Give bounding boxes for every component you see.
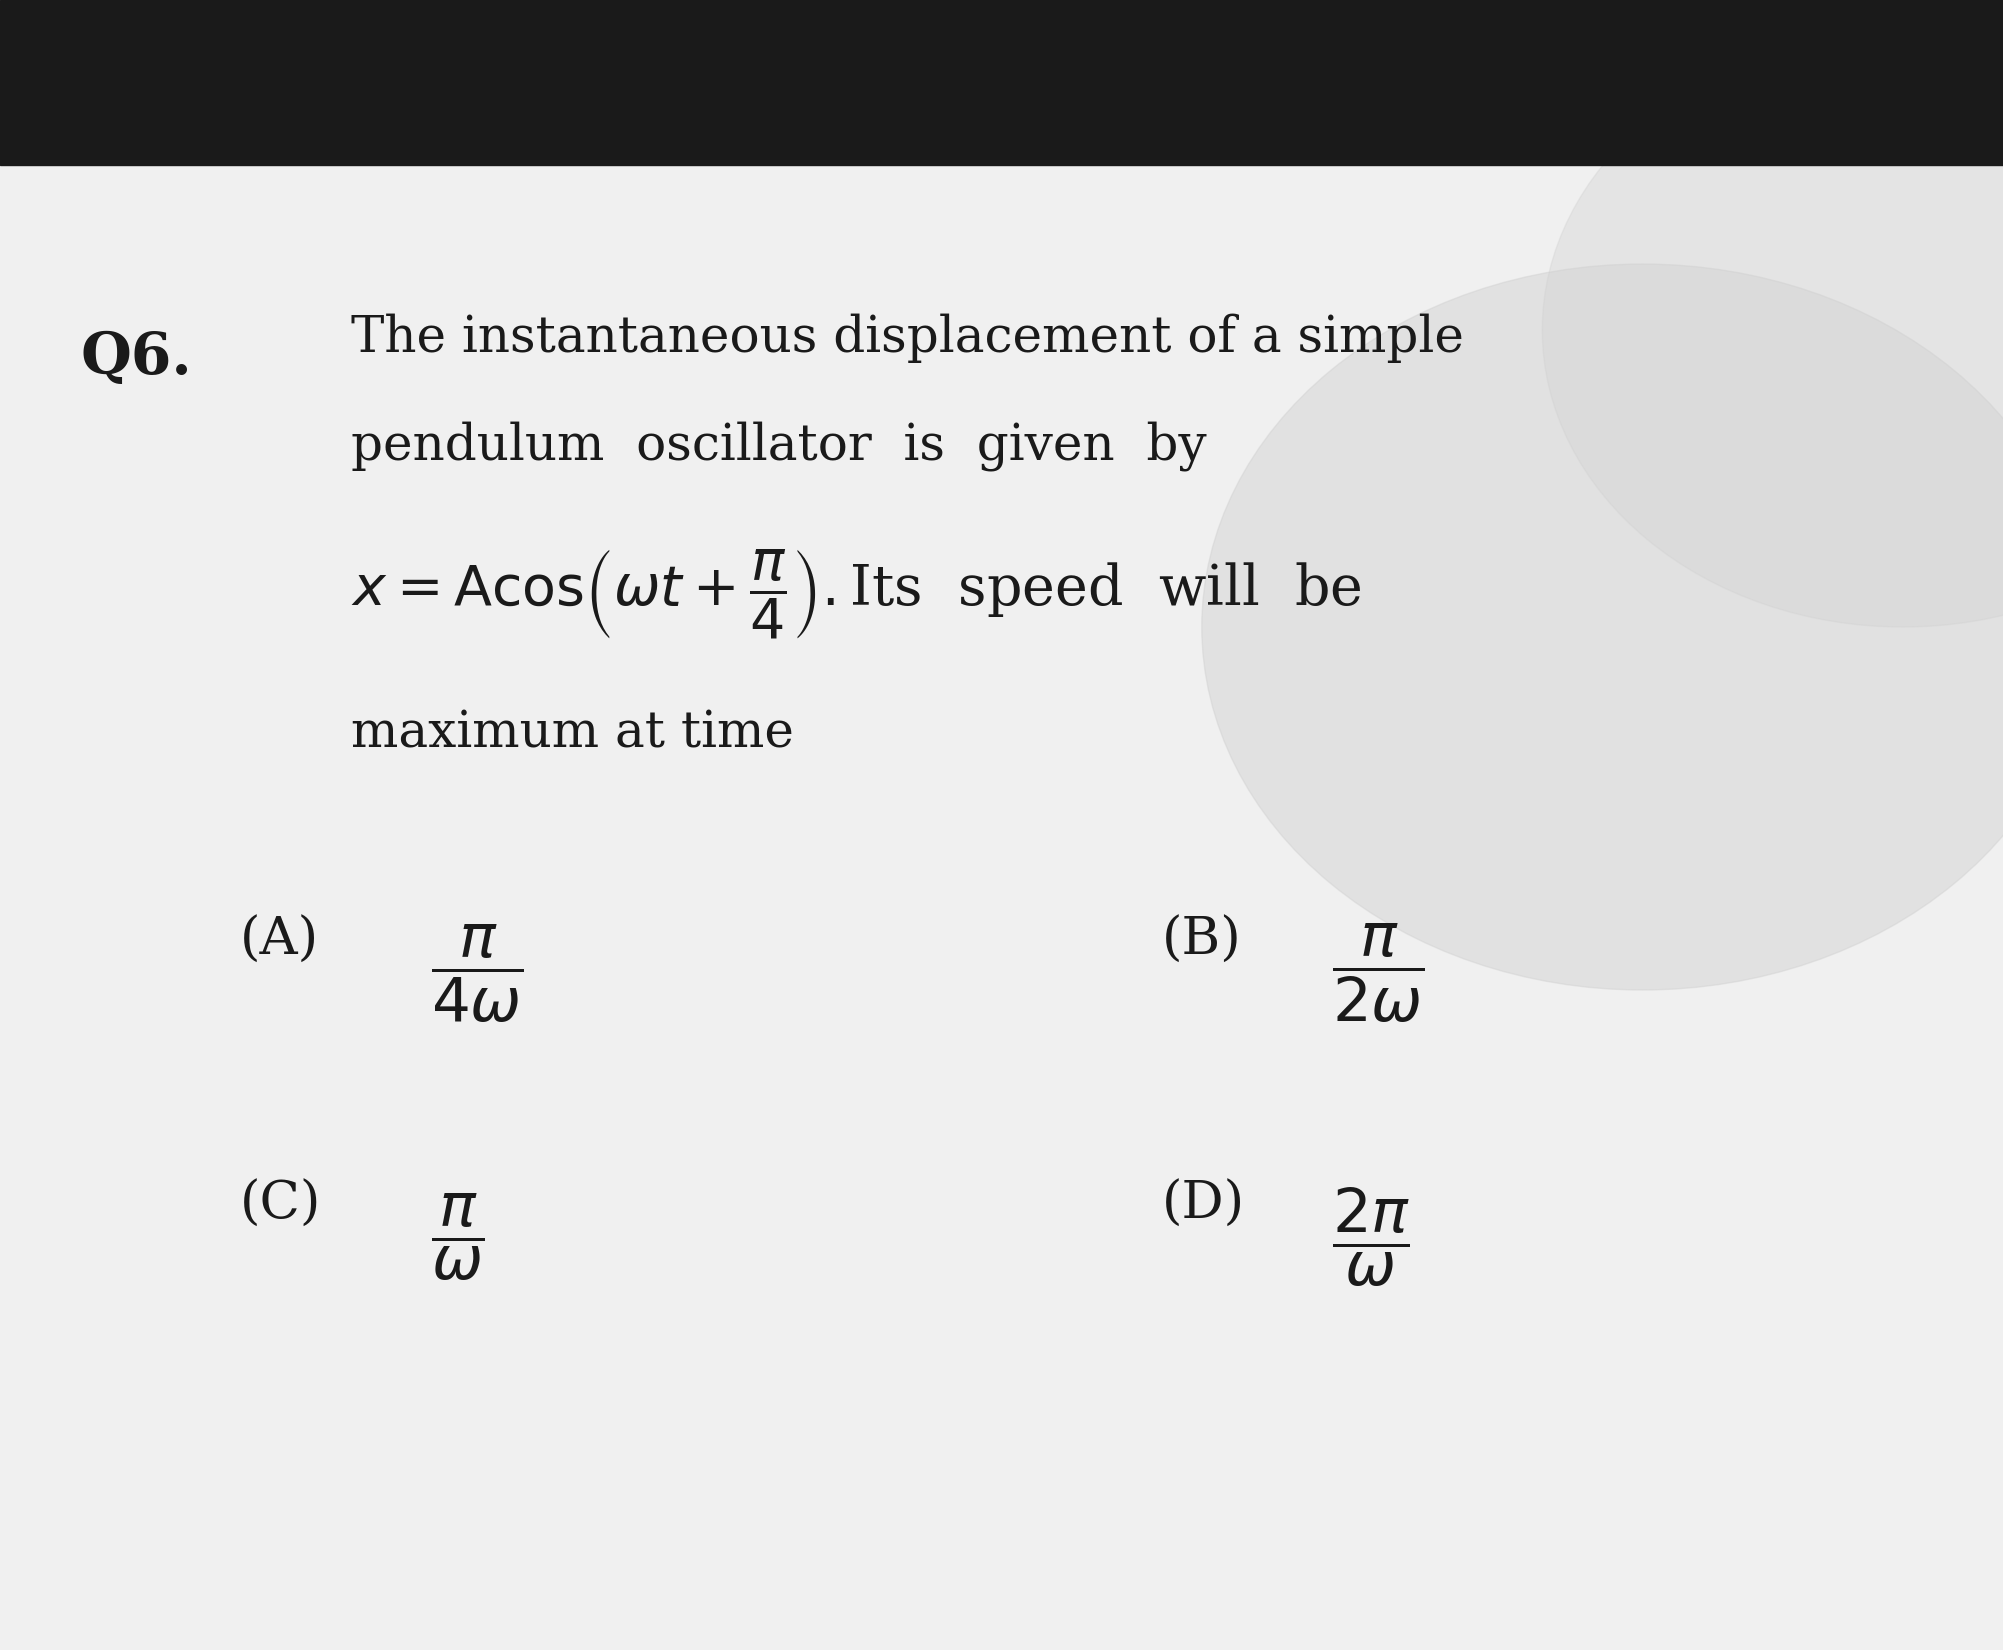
Text: pendulum  oscillator  is  given  by: pendulum oscillator is given by bbox=[351, 421, 1206, 470]
Text: (C): (C) bbox=[240, 1180, 322, 1229]
Circle shape bbox=[1202, 264, 2003, 990]
FancyBboxPatch shape bbox=[0, 0, 2003, 165]
Text: $x = \mathrm{A}\cos\!\left(\omega t+\dfrac{\pi}{4}\right).$Its  speed  will  be: $x = \mathrm{A}\cos\!\left(\omega t+\dfr… bbox=[351, 548, 1362, 642]
Text: (D): (D) bbox=[1162, 1180, 1246, 1229]
Text: (B): (B) bbox=[1162, 916, 1242, 965]
Text: The instantaneous displacement of a simple: The instantaneous displacement of a simp… bbox=[351, 314, 1464, 363]
Text: $\dfrac{2\pi}{\omega}$: $\dfrac{2\pi}{\omega}$ bbox=[1332, 1186, 1410, 1289]
Text: $\dfrac{\pi}{4\omega}$: $\dfrac{\pi}{4\omega}$ bbox=[431, 922, 523, 1025]
Text: Q6.: Q6. bbox=[80, 330, 192, 386]
Text: $\dfrac{\pi}{\omega}$: $\dfrac{\pi}{\omega}$ bbox=[431, 1191, 485, 1284]
Text: $\dfrac{\pi}{2\omega}$: $\dfrac{\pi}{2\omega}$ bbox=[1332, 922, 1424, 1025]
Text: maximum at time: maximum at time bbox=[351, 710, 793, 759]
Circle shape bbox=[1542, 33, 2003, 627]
Text: (A): (A) bbox=[240, 916, 320, 965]
